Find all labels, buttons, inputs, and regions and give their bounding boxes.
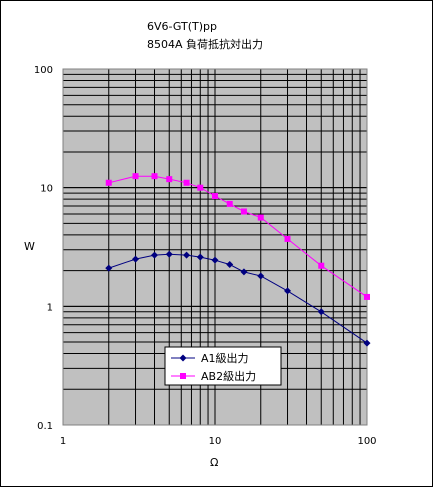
data-point — [226, 261, 234, 269]
data-point — [318, 262, 325, 269]
series-1 — [105, 173, 370, 300]
data-point — [284, 235, 291, 242]
y-tick-label: 100 — [34, 65, 53, 76]
data-point — [183, 179, 190, 186]
data-point — [363, 339, 371, 347]
plot-border — [62, 68, 368, 426]
legend: A1級出力 AB2級出力 — [164, 346, 282, 386]
data-point — [284, 287, 292, 295]
y-tick-label: 0.1 — [37, 421, 53, 432]
data-point — [240, 208, 247, 215]
tick-labels: 1 10 100 0.1 1 10 100 — [34, 65, 377, 447]
data-point — [132, 255, 140, 263]
data-point — [257, 272, 265, 280]
chart-title-line2: 8504A 負荷抵抗対出力 — [147, 37, 263, 51]
data-point — [211, 256, 219, 264]
data-point — [197, 184, 204, 191]
y-tick-label: 10 — [40, 184, 53, 195]
legend-marker — [180, 373, 186, 379]
data-point — [212, 193, 218, 200]
y-tick-label: 1 — [47, 302, 53, 313]
x-axis-label: Ω — [210, 456, 218, 469]
x-tick-label: 10 — [209, 436, 222, 447]
x-tick-label: 100 — [357, 436, 376, 447]
series-0 — [105, 250, 371, 347]
data-point — [165, 250, 173, 258]
data-point — [166, 176, 173, 183]
data-point — [196, 253, 204, 261]
legend-marker — [179, 354, 187, 362]
data-point — [226, 200, 233, 207]
data-point — [132, 173, 139, 180]
data-point — [105, 179, 112, 186]
chart-title-line1: 6V6-GT(T)pp — [147, 20, 217, 33]
data-point — [240, 268, 248, 276]
series-layer — [105, 173, 371, 347]
data-point — [257, 214, 264, 221]
y-axis-label: W — [24, 240, 35, 253]
data-point — [364, 293, 370, 300]
legend-label: A1級出力 — [201, 351, 249, 365]
data-point — [105, 264, 113, 272]
x-tick-label: 1 — [60, 436, 66, 447]
data-point — [317, 308, 325, 316]
data-point — [151, 173, 158, 180]
data-point — [151, 251, 159, 259]
data-point — [183, 251, 191, 259]
legend-label: AB2級出力 — [201, 369, 256, 383]
